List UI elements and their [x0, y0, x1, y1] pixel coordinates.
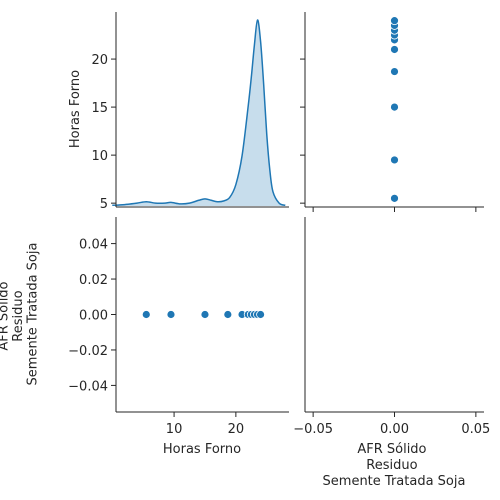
scatter-point: [390, 155, 399, 165]
y-axis-ticks: 5 10 15 20: [91, 53, 116, 212]
x-axis-label-line-1: AFR Sólido: [357, 442, 426, 457]
scatter-point: [141, 310, 151, 319]
scatter-point: [390, 45, 399, 54]
afr-solido-x-tick-label: −0.05: [293, 422, 333, 437]
scatter-point: [200, 310, 210, 319]
x-axis-label-line-3: Semente Tratada Soja: [323, 474, 466, 489]
x-axis-ticks: [312, 207, 477, 212]
afr-solido-x-tick-label: 0.05: [461, 422, 490, 437]
horas-forno-x-tick-label: 10: [166, 422, 183, 437]
y-axis-ticks: −0.04 −0.02 0.00 0.02 0.04: [68, 238, 116, 394]
scatter-points: [390, 16, 399, 203]
y-axis-label-line-1: AFR Sólido: [0, 281, 12, 350]
afr-solido-y-tick-label: −0.02: [68, 344, 108, 359]
scatter-point: [390, 67, 399, 76]
afr-solido-y-tick-label: 0.04: [79, 238, 108, 253]
scatter-point: [390, 193, 399, 203]
y-axis-ticks: [300, 58, 305, 204]
scatter-panel-horas-vs-afr: −0.04−0.020.000.020.04 10 20 Horas Forno …: [0, 217, 289, 457]
y-axis-label-line-2: Residuo: [11, 290, 26, 341]
y-axis-label-line-3: Semente Tratada Soja: [25, 243, 40, 386]
empty-panel: −0.05 0.00 0.05 AFR Sólido Residuo Semente…: [293, 217, 490, 489]
scatter-point: [223, 310, 233, 319]
afr-solido-y-tick-label: −0.04: [68, 379, 108, 394]
kde-line: [112, 19, 286, 207]
afr-solido-x-tick-label: 0.00: [380, 422, 409, 437]
scatter-point: [390, 102, 399, 112]
y-axis-label-afr-solido: AFR Sólido Residuo Semente Tratada Soja: [0, 243, 40, 386]
y-axis-label-horas-forno: Horas Forno: [68, 70, 83, 148]
horas-forno-x-tick-label: 20: [228, 422, 245, 437]
horas-forno-y-tick-label: 10: [91, 149, 108, 164]
x-axis-label-line-2: Residuo: [366, 458, 417, 473]
x-axis-ticks: −0.05 0.00 0.05: [293, 412, 490, 437]
x-axis-label-horas-forno: Horas Forno: [163, 442, 241, 457]
scatter-points: [141, 310, 265, 319]
scatter-point: [166, 310, 176, 319]
horas-forno-y-tick-label: 20: [91, 53, 108, 68]
kde-panel-horas-forno: 5 10 15 20 Horas Forno: [68, 12, 289, 212]
scatter-point: [256, 310, 265, 319]
horas-forno-y-tick-label: 5: [100, 197, 108, 212]
scatter-panel-afr-vs-horas: [300, 12, 484, 212]
scatter-point: [390, 16, 399, 26]
kde-area: [112, 19, 286, 206]
x-axis-label-afr-solido: AFR Sólido Residuo Semente Tratada Soja: [323, 442, 466, 489]
afr-solido-y-tick-label: 0.00: [79, 309, 108, 324]
x-axis-ticks: 10 20: [166, 412, 244, 437]
horas-forno-y-tick-label: 15: [91, 101, 108, 116]
afr-solido-y-tick-label: 0.02: [79, 273, 108, 288]
